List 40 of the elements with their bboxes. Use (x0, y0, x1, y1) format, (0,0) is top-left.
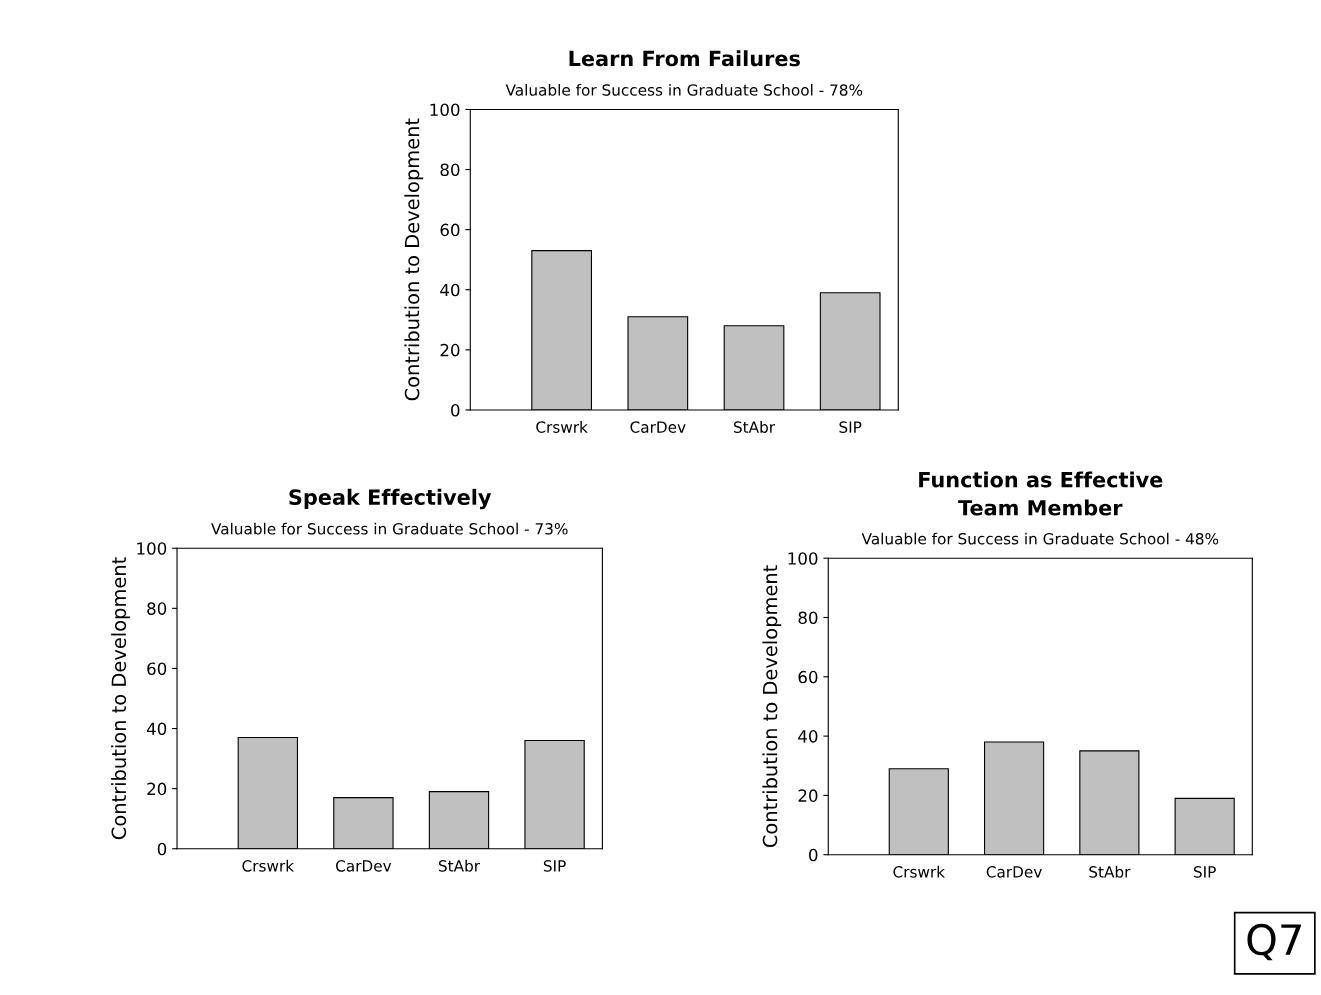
y-tick-label: 0 (451, 403, 460, 417)
x-tick-label: SIP (1193, 866, 1216, 878)
y-tick-label: 100 (430, 103, 460, 117)
text: Q7 (1247, 923, 1301, 961)
y-tick-label: 60 (147, 662, 167, 676)
y-tick-label: 20 (147, 782, 167, 796)
y-tick-label: 40 (146, 722, 167, 736)
y-tick-label: 20 (798, 789, 818, 802)
y-axis-title: Contribution to Development (111, 557, 130, 840)
y-tick-label: 40 (440, 283, 460, 297)
x-tick-label: StAbr (733, 421, 776, 433)
y-tick-label: 40 (798, 730, 818, 743)
x-tick-label: CarDev (986, 866, 1042, 878)
chart-title: Speak Effectively (289, 488, 492, 510)
chart-title: Learn From Failures (569, 50, 800, 67)
y-tick-label: 60 (440, 223, 460, 237)
y-tick-label: 60 (798, 670, 818, 684)
y-tick-label: 80 (440, 163, 460, 177)
x-tick-label: SIP (543, 860, 566, 872)
y-tick-label: 100 (788, 552, 818, 565)
x-tick-label: StAbr (438, 859, 481, 872)
y-axis-title: Contribution to Development (762, 565, 782, 848)
chart-subtitle: Valuable for Success in Graduate School - 78% (505, 83, 863, 96)
x-tick-label: Crswrk (242, 859, 295, 872)
y-tick-label: 20 (440, 343, 460, 357)
x-tick-label: CarDev (336, 860, 392, 872)
y-tick-label: 80 (798, 611, 818, 625)
chart-subtitle: Valuable for Success in Graduate School - 48% (861, 532, 1219, 545)
x-tick-label: StAbr (1089, 865, 1131, 878)
y-tick-label: 0 (157, 842, 167, 856)
chart-title: Function as Effective Team Member (919, 471, 1163, 516)
y-tick-label: 80 (147, 602, 167, 615)
chart-subtitle: Valuable for Success in Graduate School - 73% (211, 522, 568, 535)
y-tick-label: 0 (809, 848, 818, 862)
x-tick-label: Crswrk (893, 865, 946, 878)
x-tick-label: SIP (839, 421, 862, 433)
x-tick-label: CarDev (630, 421, 686, 433)
y-tick-label: 100 (137, 542, 167, 555)
y-axis-title: Contribution to Development (404, 118, 424, 401)
x-tick-label: Crswrk (536, 421, 588, 433)
